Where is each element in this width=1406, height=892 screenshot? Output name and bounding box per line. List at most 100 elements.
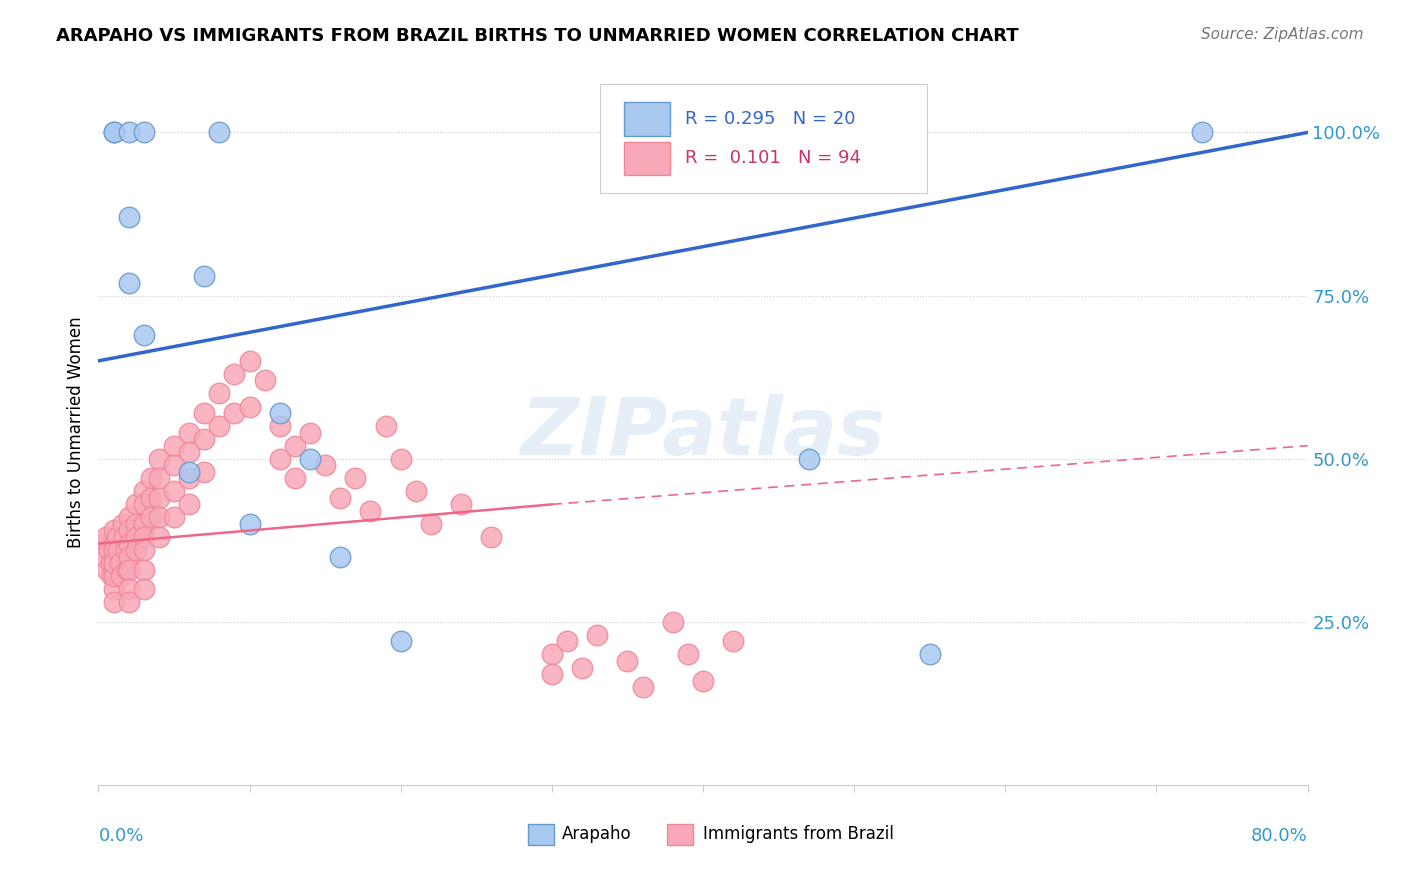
Point	[918, 648, 941, 662]
Point	[631, 680, 654, 694]
Point	[179, 471, 201, 485]
Point	[239, 516, 262, 531]
Point	[118, 582, 141, 597]
Bar	[624, 142, 671, 176]
Point	[555, 634, 578, 648]
Point	[94, 530, 117, 544]
Point	[103, 524, 125, 538]
Point	[93, 549, 115, 564]
Point	[299, 425, 322, 440]
Point	[103, 563, 125, 577]
Point	[132, 516, 155, 531]
Point	[132, 582, 155, 597]
Point	[208, 126, 231, 140]
Point	[374, 419, 396, 434]
Point	[450, 497, 472, 511]
Point	[115, 563, 138, 577]
Point	[239, 354, 262, 368]
Point	[239, 400, 262, 414]
Point	[329, 491, 352, 505]
Point	[208, 386, 231, 401]
Text: Arapaho: Arapaho	[561, 825, 631, 843]
Point	[420, 516, 443, 531]
Bar	[666, 823, 693, 845]
Point	[571, 660, 593, 674]
Point	[179, 445, 201, 459]
Point	[269, 419, 291, 434]
Text: Immigrants from Brazil: Immigrants from Brazil	[703, 825, 894, 843]
Point	[125, 543, 148, 558]
Bar	[624, 102, 671, 136]
Point	[141, 491, 163, 505]
Text: R = 0.295   N = 20: R = 0.295 N = 20	[685, 110, 855, 128]
Point	[481, 530, 503, 544]
Point	[105, 530, 128, 544]
Point	[148, 530, 170, 544]
Point	[586, 628, 609, 642]
Point	[405, 484, 427, 499]
Point	[193, 406, 215, 420]
Text: 0.0%: 0.0%	[98, 827, 143, 846]
Point	[118, 524, 141, 538]
Point	[118, 549, 141, 564]
Point	[125, 516, 148, 531]
Point	[148, 510, 170, 524]
Point	[118, 536, 141, 550]
Point	[111, 516, 134, 531]
Point	[103, 595, 125, 609]
Point	[1372, 243, 1395, 257]
Point	[692, 673, 714, 688]
Point	[132, 563, 155, 577]
Point	[193, 268, 215, 283]
Text: 80.0%: 80.0%	[1251, 827, 1308, 846]
Point	[163, 510, 186, 524]
Point	[141, 510, 163, 524]
Point	[132, 497, 155, 511]
Bar	[527, 823, 554, 845]
Point	[91, 536, 114, 550]
Point	[208, 419, 231, 434]
Point	[118, 595, 141, 609]
Point	[224, 367, 246, 381]
Point	[723, 634, 745, 648]
Text: ZIPatlas: ZIPatlas	[520, 393, 886, 472]
Text: ARAPAHO VS IMMIGRANTS FROM BRAZIL BIRTHS TO UNMARRIED WOMEN CORRELATION CHART: ARAPAHO VS IMMIGRANTS FROM BRAZIL BIRTHS…	[56, 27, 1019, 45]
Point	[1191, 126, 1213, 140]
Point	[163, 484, 186, 499]
Point	[101, 569, 124, 583]
Point	[107, 543, 129, 558]
Point	[103, 556, 125, 570]
Point	[100, 556, 122, 570]
Point	[179, 425, 201, 440]
Point	[163, 458, 186, 473]
Point	[132, 327, 155, 342]
Point	[163, 439, 186, 453]
Point	[110, 569, 132, 583]
Point	[98, 543, 121, 558]
Point	[96, 563, 118, 577]
Point	[112, 530, 135, 544]
Point	[269, 451, 291, 466]
Point	[193, 465, 215, 479]
Point	[148, 451, 170, 466]
Point	[389, 634, 412, 648]
Point	[284, 471, 307, 485]
Point	[148, 491, 170, 505]
Point	[125, 497, 148, 511]
Point	[329, 549, 352, 564]
Point	[108, 556, 131, 570]
Point	[360, 504, 382, 518]
Point	[224, 406, 246, 420]
Point	[114, 543, 136, 558]
Point	[284, 439, 307, 453]
FancyBboxPatch shape	[600, 84, 927, 193]
Point	[797, 451, 820, 466]
Point	[344, 471, 367, 485]
Point	[676, 648, 699, 662]
Point	[103, 126, 125, 140]
Point	[269, 406, 291, 420]
Point	[661, 615, 683, 629]
Point	[132, 543, 155, 558]
Point	[616, 654, 638, 668]
Point	[389, 451, 412, 466]
